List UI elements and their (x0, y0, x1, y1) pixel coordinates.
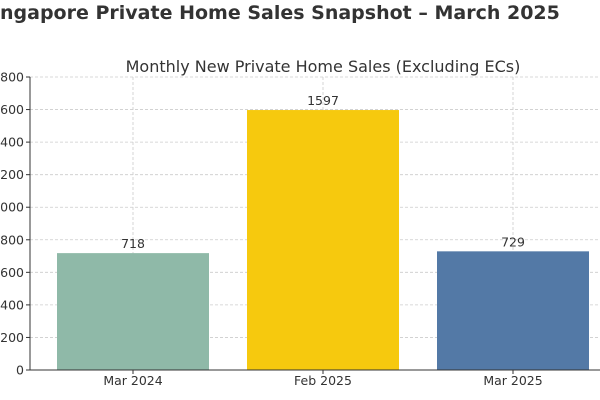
bar (57, 253, 209, 370)
y-tick-label: 1600 (0, 102, 24, 117)
x-tick-label: Mar 2025 (483, 373, 542, 388)
data-label: 729 (501, 234, 525, 249)
y-tick-label: 1400 (0, 135, 24, 150)
y-tick-label: 200 (0, 330, 24, 345)
y-tick-label: 800 (0, 232, 24, 247)
y-tick-label: 0 (16, 363, 24, 378)
bars (57, 110, 589, 371)
bar (247, 110, 399, 371)
y-tick-label: 1800 (0, 70, 24, 85)
x-tick-label: Feb 2025 (294, 373, 352, 388)
data-label: 718 (121, 236, 145, 251)
x-tick-label: Mar 2024 (103, 373, 162, 388)
y-tick-label: 1200 (0, 167, 24, 182)
y-tick-label: 600 (0, 265, 24, 280)
figure-title: ngapore Private Home Sales Snapshot – Ma… (0, 2, 560, 24)
axes (26, 76, 600, 374)
bar (437, 251, 589, 370)
labels: 0 200 400 600 800 1000 1200 1400 1600 1800 718 Mar … (0, 70, 543, 389)
y-tick-label: 1000 (0, 200, 24, 215)
chart-title: Monthly New Private Home Sales (Excludin… (126, 57, 521, 76)
data-label: 1597 (307, 93, 339, 108)
y-tick-label: 400 (0, 297, 24, 312)
